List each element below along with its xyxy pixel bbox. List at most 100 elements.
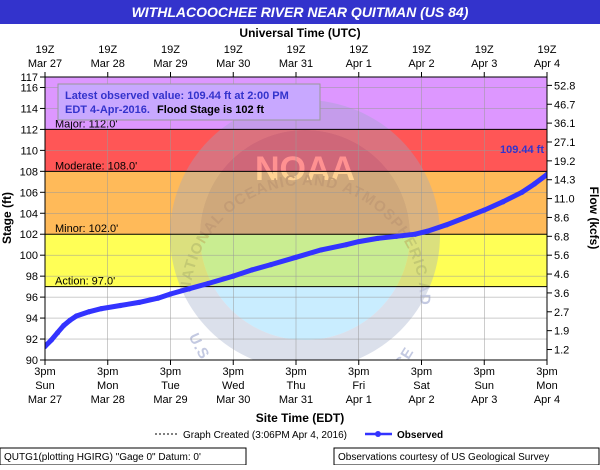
x2-tick-date: Apr 2 (408, 58, 434, 70)
y2-tick-label: 1.9 (554, 326, 569, 338)
observed-point (230, 273, 236, 279)
observed-point (481, 207, 487, 213)
top-axis-ticks: 19Z Mar 27 19Z Mar 28 19Z Mar 29 19Z Mar 30 19Z M… (28, 44, 560, 77)
x-tick-weekday: Sun (35, 380, 55, 392)
observed-point (544, 171, 547, 178)
x-tick-weekday: Wed (222, 380, 244, 392)
legend-observed: Observed (397, 430, 443, 441)
x2-tick-date: Apr 1 (346, 58, 372, 70)
observed-point (155, 295, 161, 301)
observed-point (356, 238, 362, 245)
x-tick-date: Apr 3 (471, 394, 497, 406)
observed-point (531, 181, 538, 187)
x-tick-time: 3pm (536, 366, 557, 378)
x-tick-weekday: Sun (474, 380, 494, 392)
x-tick-time: 3pm (348, 366, 369, 378)
bottom-axis-title: Site Time (EDT) (256, 411, 344, 425)
y-tick-label: 108 (20, 166, 38, 178)
y-tick-label: 104 (20, 208, 38, 220)
flood-label-major: Major: 112.0' (55, 118, 117, 130)
x2-tick-date: Apr 3 (471, 58, 497, 70)
legend-graph-created: Graph Created (3:06PM Apr 4, 2016) (183, 430, 347, 441)
x-tick-weekday: Sat (413, 380, 430, 392)
observed-point (444, 222, 450, 228)
observed-point (98, 306, 105, 312)
x2-tick-time: 19Z (36, 44, 55, 56)
left-axis-title: Stage (ft) (0, 192, 14, 244)
x-tick-date: Mar 27 (28, 394, 62, 406)
y-tick-label: 116 (20, 82, 38, 94)
x-tick-time: 3pm (474, 366, 495, 378)
y-tick-label: 106 (20, 187, 38, 199)
x-tick-time: 3pm (223, 366, 244, 378)
y2-tick-label: 52.8 (554, 80, 575, 92)
observed-point (54, 330, 61, 336)
x-tick-time: 3pm (97, 366, 118, 378)
svg-text:EDT 4-Apr-2016. Flood St: EDT 4-Apr-2016. Flood Stage is 102 ft (65, 104, 264, 116)
y2-tick-label: 2.7 (554, 307, 569, 319)
observed-point (519, 189, 525, 195)
flood-stage-note: Flood Stage is 102 ft (157, 104, 264, 116)
observed-point (249, 267, 255, 273)
x-tick-time: 3pm (411, 366, 432, 378)
y2-tick-label: 6.8 (554, 231, 569, 243)
footer-left-note: QUTG1(plotting HGIRG) "Gage 0" Datum: 0' (4, 452, 201, 463)
chart-title: WITHLACOOCHEE RIVER NEAR QUITMAN (US 84) (132, 4, 469, 20)
y-tick-label: 92 (26, 334, 38, 346)
y-tick-label: 100 (20, 250, 38, 262)
y2-tick-label: 4.6 (554, 269, 569, 281)
x-tick-date: Mar 30 (216, 394, 250, 406)
observed-point (374, 235, 381, 242)
x-tick-date: Mar 29 (153, 394, 187, 406)
flood-label-moderate: Moderate: 108.0' (55, 160, 137, 172)
y-tick-label: 117 (20, 72, 38, 84)
x2-tick-time: 19Z (287, 44, 306, 56)
y2-tick-label: 36.1 (554, 118, 575, 130)
x2-tick-time: 19Z (224, 44, 243, 56)
x-tick-weekday: Mon (97, 380, 118, 392)
observed-point (425, 228, 431, 234)
y-tick-label: 98 (26, 271, 38, 283)
flood-label-action: Action: 97.0' (55, 276, 115, 288)
footer-right-note: Observations courtesy of US Geological S… (338, 452, 549, 463)
latest-value-box: Latest observed value: 109.44 ft at 2:00… (57, 83, 321, 121)
observed-point (412, 231, 418, 237)
y-tick-label: 90 (26, 355, 38, 367)
x-tick-time: 3pm (285, 366, 306, 378)
observed-point (343, 242, 349, 248)
x2-tick-date: Apr 4 (534, 58, 560, 70)
x2-tick-date: Mar 27 (28, 58, 62, 70)
x-tick-weekday: Thu (287, 380, 306, 392)
observed-series (45, 171, 547, 349)
x-tick-date: Mar 31 (279, 394, 313, 406)
bottom-axis-ticks: 3pm Sun Mar 27 3pm Mon Mar 28 3pm Tue Mar 29 3pm W… (28, 360, 560, 406)
observed-point (205, 280, 211, 287)
observed-point (500, 199, 506, 205)
flood-category-lines: Action: 97.0' Minor: 102.0' Moderate: 108.… (45, 118, 547, 288)
x2-tick-date: Mar 31 (279, 58, 313, 70)
y2-tick-label: 19.2 (554, 156, 575, 168)
observed-point (393, 233, 399, 239)
x2-tick-time: 19Z (98, 44, 117, 56)
x2-tick-time: 19Z (161, 44, 180, 56)
y2-tick-label: 27.1 (554, 137, 575, 149)
x-tick-time: 3pm (160, 366, 181, 378)
observed-point (268, 262, 274, 268)
latest-value-line1: Latest observed value: 109.44 ft at 2:00… (65, 90, 289, 102)
y-tick-label: 96 (26, 292, 38, 304)
y2-tick-label: 8.6 (554, 212, 569, 224)
observed-point (117, 302, 123, 309)
noaa-watermark-label: NOAA (255, 150, 355, 188)
observed-point (462, 214, 469, 221)
x-tick-date: Apr 4 (534, 394, 560, 406)
y-tick-label: 114 (20, 103, 38, 115)
x2-tick-time: 19Z (349, 44, 368, 56)
y2-tick-label: 46.7 (554, 99, 575, 111)
observed-point (293, 254, 299, 260)
y-tick-label: 112 (20, 124, 38, 136)
x2-tick-time: 19Z (538, 44, 557, 56)
x-tick-time: 3pm (34, 366, 55, 378)
y2-tick-label: 5.6 (554, 250, 569, 262)
